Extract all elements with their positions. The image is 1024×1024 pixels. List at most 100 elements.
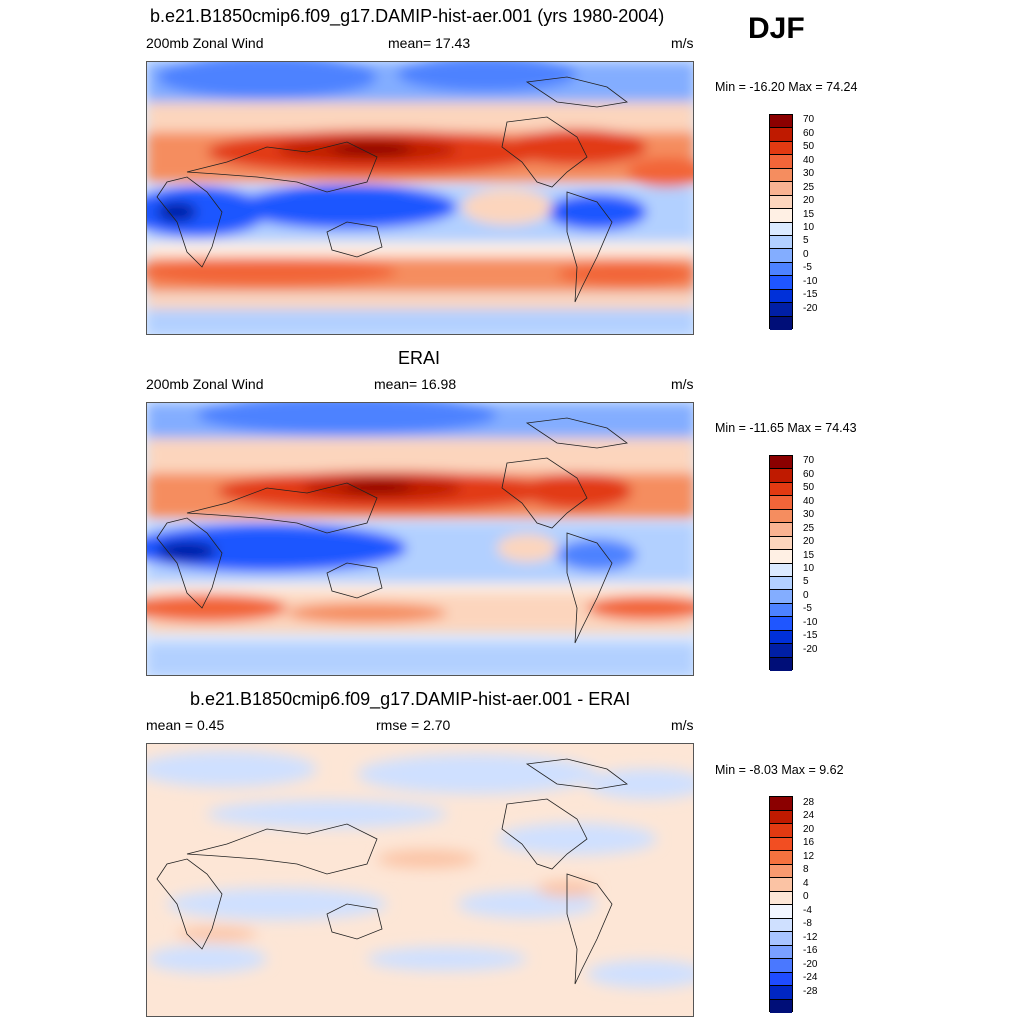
panel-3-title: b.e21.B1850cmip6.f09_g17.DAMIP-hist-aer.…: [190, 689, 631, 709]
colorbar-swatch: [770, 837, 792, 851]
colorbar-swatch: [770, 182, 792, 196]
colorbar-tick-label: -24: [803, 972, 818, 983]
colorbar-tick-label: 70: [803, 455, 815, 467]
colorbar-tick-label: 50: [803, 482, 815, 494]
colorbar-tick-label: 40: [803, 495, 815, 507]
colorbar-tick-label: -20: [803, 643, 818, 655]
panel-1-field-label: 200mb Zonal Wind: [146, 35, 264, 51]
colorbar-tick-label: -8: [803, 918, 812, 929]
colorbar-tick-label: 10: [803, 221, 815, 233]
colorbar-tick-label: 40: [803, 154, 815, 166]
colorbar-swatch: [770, 590, 792, 604]
colorbar-tick-label: -28: [803, 985, 818, 997]
panel-3-rmse-label: rmse = 2.70: [376, 717, 451, 733]
colorbar-tick-label: 24: [803, 810, 815, 821]
colorbar-swatch: [770, 851, 792, 865]
colorbar-swatch: [770, 209, 792, 223]
panel-1-minmax: Min = -16.20 Max = 74.24: [715, 80, 858, 94]
colorbar-tick-label: -5: [803, 603, 812, 615]
colorbar-swatch: [770, 222, 792, 236]
colorbar-swatch: [770, 536, 792, 551]
colorbar-tick-label: 5: [803, 235, 809, 247]
colorbar-tick-label: -20: [803, 302, 818, 314]
colorbar-tick-label: 4: [803, 877, 809, 889]
panel-3-mean-label: mean = 0.45: [146, 717, 225, 733]
colorbar-swatch: [770, 878, 792, 892]
colorbar-tick-label: 16: [803, 837, 815, 848]
colorbar-tick-label: -16: [803, 945, 818, 956]
colorbar-tick-label: 10: [803, 562, 815, 574]
colorbar-swatch: [770, 972, 792, 986]
colorbar-tick-label: -15: [803, 630, 818, 642]
colorbar-swatch: [770, 496, 792, 510]
colorbar-swatch: [770, 576, 792, 591]
colorbar-tick-label: -12: [803, 931, 818, 943]
colorbar-swatch: [770, 945, 792, 959]
colorbar-swatch: [770, 864, 792, 878]
colorbar-tick-label: 20: [803, 823, 815, 835]
panel-2-units: m/s: [671, 376, 694, 392]
colorbar-swatch: [770, 469, 792, 483]
colorbar-swatch: [770, 932, 792, 946]
colorbar-tick-label: 0: [803, 891, 809, 902]
colorbar-tick-label: -10: [803, 275, 818, 287]
colorbar-swatch: [770, 168, 792, 183]
panel-1-units: m/s: [671, 35, 694, 51]
colorbar-swatch: [770, 657, 792, 671]
colorbar-swatch: [770, 289, 792, 304]
colorbar-swatch: [770, 482, 792, 497]
colorbar-tick-label: 0: [803, 589, 809, 601]
panel-3-colorbar: [769, 796, 793, 1013]
colorbar-tick-label: -10: [803, 616, 818, 628]
colorbar-swatch: [770, 999, 792, 1013]
panel-1-mean-label: mean= 17.43: [388, 35, 471, 51]
panel-1-map: [146, 61, 694, 335]
colorbar-swatch: [770, 303, 792, 317]
colorbar-tick-label: 30: [803, 509, 815, 521]
colorbar-swatch: [770, 195, 792, 210]
colorbar-tick-label: -15: [803, 289, 818, 301]
colorbar-tick-label: 5: [803, 576, 809, 588]
colorbar-swatch: [770, 155, 792, 169]
panel-2-map: [146, 402, 694, 676]
colorbar-swatch: [770, 824, 792, 838]
panel-2-contour-plot: [147, 403, 693, 675]
colorbar-swatch: [770, 550, 792, 564]
panel-1-title: b.e21.B1850cmip6.f09_g17.DAMIP-hist-aer.…: [150, 6, 665, 26]
colorbar-swatch: [770, 810, 792, 824]
panel-1-colorbar: [769, 114, 793, 330]
panel-2-minmax: Min = -11.65 Max = 74.43: [715, 421, 857, 435]
panel-3-minmax: Min = -8.03 Max = 9.62: [715, 763, 844, 777]
colorbar-tick-label: 60: [803, 468, 815, 480]
panel-3-map: [146, 743, 694, 1017]
panel-2-mean-label: mean= 16.98: [374, 376, 457, 392]
colorbar-tick-label: 15: [803, 208, 815, 220]
colorbar-tick-label: 30: [803, 168, 815, 180]
panel-2-colorbar: [769, 455, 793, 671]
colorbar-tick-label: 0: [803, 248, 809, 260]
colorbar-tick-label: 25: [803, 181, 815, 193]
colorbar-tick-label: 25: [803, 522, 815, 534]
colorbar-swatch: [770, 509, 792, 524]
panel-1-contour-plot: [147, 62, 693, 334]
colorbar-swatch: [770, 276, 792, 290]
colorbar-swatch: [770, 523, 792, 537]
colorbar-swatch: [770, 797, 792, 811]
colorbar-tick-label: 28: [803, 796, 815, 808]
colorbar-swatch: [770, 959, 792, 973]
colorbar-tick-label: 8: [803, 864, 809, 875]
colorbar-swatch: [770, 905, 792, 919]
colorbar-tick-label: 20: [803, 536, 815, 548]
panel-3-units: m/s: [671, 717, 694, 733]
season-label: DJF: [748, 12, 805, 45]
colorbar-swatch: [770, 128, 792, 142]
panel-3-contour-plot: [147, 744, 693, 1016]
colorbar-swatch: [770, 316, 792, 330]
colorbar-swatch: [770, 986, 792, 1000]
colorbar-tick-label: 50: [803, 141, 815, 153]
colorbar-swatch: [770, 617, 792, 631]
colorbar-tick-label: 70: [803, 114, 815, 126]
colorbar-swatch: [770, 115, 792, 129]
colorbar-swatch: [770, 141, 792, 156]
colorbar-swatch: [770, 563, 792, 577]
